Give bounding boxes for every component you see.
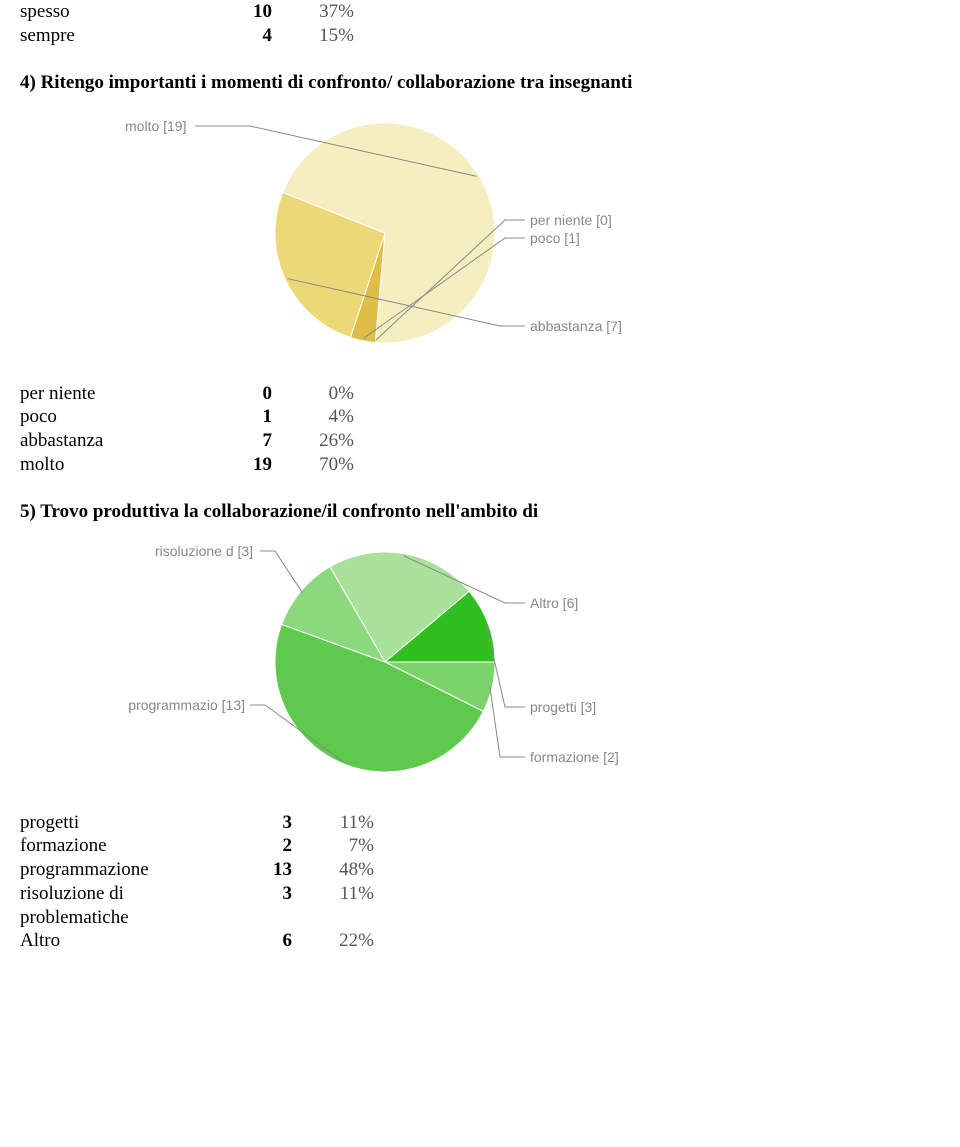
cell-label: spesso xyxy=(20,0,212,24)
cell-value: 7 xyxy=(212,429,284,453)
table-q5: progetti 3 11% formazione 2 7% programma… xyxy=(20,811,386,954)
table-row: poco 1 4% xyxy=(20,405,366,429)
question4-title: 4) Ritengo importanti i momenti di confr… xyxy=(20,72,940,94)
cell-label: risoluzione di problematiche xyxy=(20,882,232,930)
table-q4: per niente 0 0% poco 1 4% abbastanza 7 2… xyxy=(20,382,366,477)
question4-chart: molto [19] per niente [0] poco [1] abbas… xyxy=(100,108,740,358)
question5-title: 5) Trovo produttiva la collaborazione/il… xyxy=(20,501,940,523)
table-row: sempre 4 15% xyxy=(20,24,366,48)
table-row: risoluzione di problematiche 3 11% xyxy=(20,882,386,930)
table-row: per niente 0 0% xyxy=(20,382,366,406)
chart-label-altro: Altro [6] xyxy=(530,595,578,611)
cell-pct: 4% xyxy=(284,405,366,429)
cell-value: 13 xyxy=(232,858,304,882)
table-row: molto 19 70% xyxy=(20,453,366,477)
cell-value: 0 xyxy=(212,382,284,406)
pie-chart-q4 xyxy=(100,108,740,358)
cell-label: abbastanza xyxy=(20,429,212,453)
cell-pct: 70% xyxy=(284,453,366,477)
chart-label-programmazione: programmazio [13] xyxy=(100,697,245,713)
cell-value: 2 xyxy=(232,834,304,858)
cell-value: 6 xyxy=(232,929,304,953)
table-row: spesso 10 37% xyxy=(20,0,366,24)
cell-pct: 11% xyxy=(304,882,386,930)
cell-label: per niente xyxy=(20,382,212,406)
chart-label-risoluzione: risoluzione d [3] xyxy=(155,543,253,559)
cell-pct: 37% xyxy=(284,0,366,24)
cell-pct: 22% xyxy=(304,929,386,953)
table-row: Altro 6 22% xyxy=(20,929,386,953)
cell-value: 3 xyxy=(232,811,304,835)
cell-label: formazione xyxy=(20,834,232,858)
chart-label-molto: molto [19] xyxy=(125,118,186,134)
cell-pct: 0% xyxy=(284,382,366,406)
chart-label-abbastanza: abbastanza [7] xyxy=(530,318,622,334)
cell-label: programmazione xyxy=(20,858,232,882)
table-row: abbastanza 7 26% xyxy=(20,429,366,453)
chart-label-per-niente: per niente [0] xyxy=(530,212,612,228)
cell-value: 10 xyxy=(212,0,284,24)
cell-pct: 15% xyxy=(284,24,366,48)
cell-pct: 48% xyxy=(304,858,386,882)
pie-chart-q5 xyxy=(100,537,740,787)
cell-value: 3 xyxy=(232,882,304,930)
cell-label: molto xyxy=(20,453,212,477)
cell-label: progetti xyxy=(20,811,232,835)
cell-value: 1 xyxy=(212,405,284,429)
chart-label-poco: poco [1] xyxy=(530,230,580,246)
page: spesso 10 37% sempre 4 15% 4) Ritengo im… xyxy=(0,0,960,997)
cell-label: poco xyxy=(20,405,212,429)
chart-label-progetti: progetti [3] xyxy=(530,699,596,715)
table-row: formazione 2 7% xyxy=(20,834,386,858)
table-row: programmazione 13 48% xyxy=(20,858,386,882)
chart-label-formazione: formazione [2] xyxy=(530,749,619,765)
question5-chart: risoluzione d [3] Altro [6] progetti [3]… xyxy=(100,537,740,787)
cell-pct: 11% xyxy=(304,811,386,835)
cell-pct: 7% xyxy=(304,834,386,858)
cell-value: 19 xyxy=(212,453,284,477)
cell-value: 4 xyxy=(212,24,284,48)
table-top: spesso 10 37% sempre 4 15% xyxy=(20,0,366,48)
table-row: progetti 3 11% xyxy=(20,811,386,835)
cell-pct: 26% xyxy=(284,429,366,453)
cell-label: sempre xyxy=(20,24,212,48)
cell-label: Altro xyxy=(20,929,232,953)
